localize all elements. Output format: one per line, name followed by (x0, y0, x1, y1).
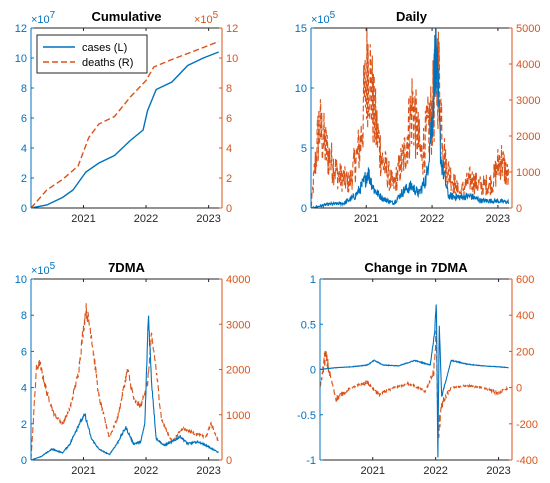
series-line-right-1 (31, 40, 219, 208)
series-line-left-0 (311, 28, 509, 208)
x-tick-label: 2022 (420, 213, 444, 225)
x-tick-label: 2023 (196, 465, 220, 477)
x-tick-label: 2023 (486, 213, 510, 225)
chart-title: Change in 7DMA (364, 260, 468, 275)
right-tick-label: -200 (516, 419, 538, 431)
left-tick-label: 8 (21, 310, 27, 322)
chart-change-7dma: 2021 2022 2023 -1 -0.5 0 0.5 1 -400 -200 0 200 400 60… (297, 260, 538, 477)
legend-label: deaths (R) (82, 57, 133, 69)
left-tick-label: 10 (15, 274, 27, 286)
left-axis-multiplier: ×107 (31, 10, 56, 26)
left-tick-label: -1 (306, 455, 316, 467)
left-tick-label: 0 (21, 455, 27, 467)
x-tick-label: 2023 (486, 465, 510, 477)
legend-label: cases (L) (82, 42, 127, 54)
legend-box (36, 34, 148, 74)
right-tick-label: 400 (516, 310, 534, 322)
multiplier-exponent: 5 (213, 10, 219, 21)
x-tick-label: 2022 (134, 465, 158, 477)
right-tick-label: 5000 (516, 23, 540, 35)
multiplier-base: ×10 (311, 14, 330, 26)
series-line-right-1 (31, 303, 220, 460)
x-tick-label: 2021 (360, 465, 384, 477)
left-axis-multiplier: ×105 (31, 261, 56, 277)
left-tick-label: 10 (295, 83, 307, 95)
plot-area (320, 279, 512, 460)
x-tick-label: 2022 (134, 213, 158, 225)
left-tick-label: 2 (21, 419, 27, 431)
left-tick-label: 1 (310, 274, 316, 286)
right-tick-label: 3000 (226, 319, 250, 331)
left-tick-label: 10 (15, 53, 27, 65)
right-tick-label: -400 (516, 455, 538, 467)
left-tick-label: 0.5 (301, 319, 316, 331)
x-tick-label: 2022 (423, 465, 447, 477)
left-tick-label: 0 (301, 203, 307, 215)
x-tick-label: 2021 (354, 213, 378, 225)
right-tick-label: 0 (226, 203, 232, 215)
series-group (311, 28, 509, 208)
chart-title: Cumulative (91, 9, 161, 24)
right-tick-label: 0 (516, 383, 522, 395)
series-group (320, 304, 509, 458)
right-tick-label: 1000 (516, 167, 540, 179)
right-tick-label: 12 (226, 23, 238, 35)
right-tick-label: 10 (226, 53, 238, 65)
series-line-right-1 (320, 330, 509, 438)
series-line-left-0 (31, 315, 219, 460)
left-tick-label: 2 (21, 173, 27, 185)
left-tick-label: 4 (21, 383, 27, 395)
right-tick-label: 600 (516, 274, 534, 286)
chart-title: Daily (396, 9, 428, 24)
chart-title: 7DMA (108, 260, 145, 275)
left-axis-multiplier: ×105 (311, 10, 336, 26)
left-tick-label: -0.5 (297, 410, 316, 422)
left-tick-label: 15 (295, 23, 307, 35)
right-tick-label: 8 (226, 83, 232, 95)
right-tick-label: 0 (516, 203, 522, 215)
chart-7dma: 2021 2022 2023 0 2 4 6 8 10 0 1000 2000 3000 4000 ×105… (15, 260, 251, 477)
right-tick-label: 4000 (226, 274, 250, 286)
right-tick-label: 2 (226, 173, 232, 185)
legend: cases (L) deaths (R) (36, 34, 148, 74)
chart-daily: 2021 2022 2023 0 5 10 15 0 1000 2000 3000 4000 5000 ×… (295, 9, 541, 225)
right-tick-label: 2000 (516, 131, 540, 143)
multiplier-base: ×10 (31, 265, 50, 277)
series-line-left-0 (31, 51, 219, 208)
series-line-right-1 (311, 28, 509, 208)
left-tick-label: 0 (310, 365, 316, 377)
x-tick-label: 2021 (71, 213, 95, 225)
series-line-left-0 (320, 304, 509, 458)
multiplier-base: ×10 (194, 14, 213, 26)
x-tick-label: 2023 (196, 213, 220, 225)
multiplier-exponent: 5 (330, 10, 336, 21)
left-tick-label: 8 (21, 83, 27, 95)
series-group (31, 303, 220, 460)
left-tick-label: 12 (15, 23, 27, 35)
x-tick-label: 2021 (71, 465, 95, 477)
right-tick-label: 4 (226, 143, 232, 155)
right-tick-label: 4000 (516, 59, 540, 71)
right-tick-label: 0 (226, 455, 232, 467)
series-group (31, 40, 219, 208)
right-tick-label: 200 (516, 346, 534, 358)
right-axis-multiplier: ×105 (194, 10, 219, 26)
multiplier-base: ×10 (31, 14, 50, 26)
left-tick-label: 0 (21, 203, 27, 215)
left-tick-label: 6 (21, 346, 27, 358)
multiplier-exponent: 5 (50, 261, 56, 272)
right-tick-label: 1000 (226, 410, 250, 422)
right-tick-label: 2000 (226, 365, 250, 377)
left-tick-label: 6 (21, 113, 27, 125)
multiplier-exponent: 7 (50, 10, 56, 21)
right-tick-label: 3000 (516, 95, 540, 107)
left-tick-label: 5 (301, 143, 307, 155)
right-tick-label: 6 (226, 113, 232, 125)
left-tick-label: 4 (21, 143, 27, 155)
